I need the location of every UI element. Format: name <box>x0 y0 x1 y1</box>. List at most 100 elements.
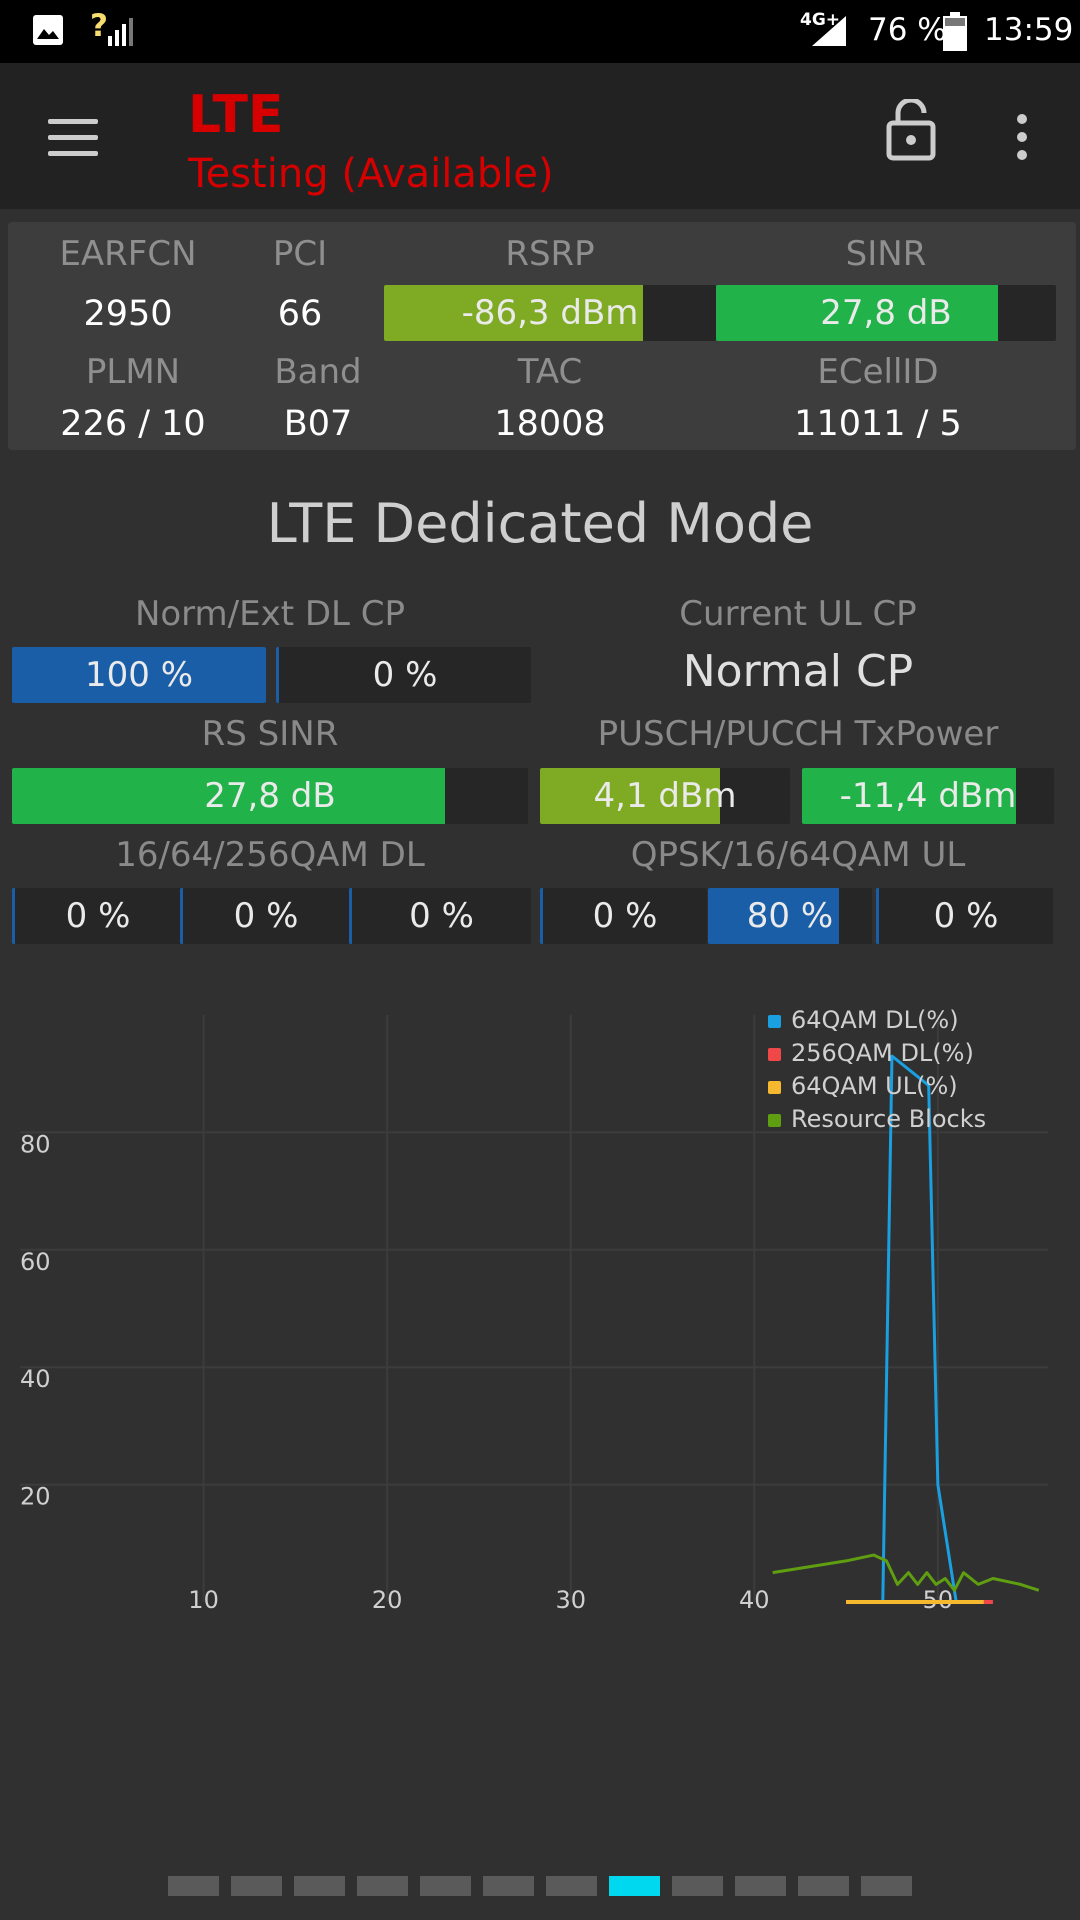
band-value: B07 <box>283 404 353 444</box>
chart-y-tick-label: 60 <box>20 1248 51 1276</box>
chart-legend-label: 64QAM UL(%) <box>791 1072 958 1100</box>
dl-cp-normal-fill <box>12 647 266 703</box>
app-bar: LTE Testing (Available) <box>0 63 1080 209</box>
rs-sinr-value: 27,8 dB <box>204 776 336 816</box>
page-dot[interactable] <box>546 1876 597 1896</box>
qam64-ul-value: 0 % <box>933 896 999 936</box>
network-type-label: 4G+ <box>800 10 841 30</box>
page-dot[interactable] <box>420 1876 471 1896</box>
battery-icon <box>943 12 967 51</box>
rsrp-bar-fill <box>384 285 643 341</box>
chart-x-tick-label: 10 <box>188 1586 219 1614</box>
page-dot[interactable] <box>357 1876 408 1896</box>
qam256-dl-bar: 0 % <box>349 888 531 944</box>
qam16-ul-bar: 80 % <box>708 888 872 944</box>
earfcn-label: EARFCN <box>59 234 197 274</box>
pucch-bar: -11,4 dBm <box>802 768 1054 824</box>
dl-cp-extended-value: 0 % <box>372 655 438 695</box>
pci-label: PCI <box>272 234 328 274</box>
rsrp-value: -86,3 dBm <box>461 293 639 333</box>
chart-x-tick-label: 20 <box>372 1586 403 1614</box>
page-dot[interactable] <box>483 1876 534 1896</box>
rsrp-bar: -86,3 dBm <box>384 285 716 341</box>
dl-cp-label: Norm/Ext DL CP <box>134 594 406 634</box>
chart-series-line-4 <box>772 1553 1040 1592</box>
ecellid-label: ECellID <box>817 352 939 392</box>
chart-x-tick-label: 30 <box>555 1586 586 1614</box>
qam16-dl-value: 0 % <box>65 896 131 936</box>
sinr-value: 27,8 dB <box>820 293 952 333</box>
chart-y-tick-label: 80 <box>20 1130 51 1158</box>
page-dot-active[interactable] <box>609 1876 660 1896</box>
pusch-fill <box>540 768 720 824</box>
chart-x-tick-label: 40 <box>739 1586 770 1614</box>
unknown-signal-icon: ? <box>90 8 108 44</box>
txpower-label: PUSCH/PUCCH TxPower <box>597 714 999 754</box>
lock-open-icon[interactable] <box>886 99 936 161</box>
rs-sinr-label: RS SINR <box>201 714 339 754</box>
page-dot[interactable] <box>798 1876 849 1896</box>
section-title: LTE Dedicated Mode <box>266 492 814 555</box>
ul-cp-label: Current UL CP <box>679 594 917 634</box>
sinr-bar-fill <box>716 285 999 341</box>
qam16-dl-bar: 0 % <box>12 888 181 944</box>
tac-value: 18008 <box>494 404 606 444</box>
page-dot[interactable] <box>861 1876 912 1896</box>
qpsk-ul-value: 0 % <box>592 896 658 936</box>
page-dot[interactable] <box>294 1876 345 1896</box>
pci-value: 66 <box>277 294 323 334</box>
app-title: LTE <box>188 85 284 145</box>
qam64-dl-value: 0 % <box>233 896 299 936</box>
battery-percent: 76 % <box>868 12 947 48</box>
chart-legend-swatch <box>768 1114 781 1127</box>
chart-series-line-1 <box>881 1054 966 1604</box>
pusch-value: 4,1 dBm <box>593 776 737 816</box>
chart-legend-swatch <box>768 1048 781 1061</box>
mobile-signal-icon <box>812 16 846 46</box>
app-subtitle: Testing (Available) <box>188 151 554 197</box>
cell-info-card: EARFCN 2950 PCI 66 RSRP -86,3 dBm SINR 2… <box>8 222 1076 450</box>
plmn-value: 226 / 10 <box>60 404 206 444</box>
dl-cp-normal-bar: 100 % <box>12 647 266 703</box>
pusch-bar: 4,1 dBm <box>540 768 790 824</box>
image-notification-icon <box>33 15 63 45</box>
band-label: Band <box>274 352 362 392</box>
dl-cp-normal-value: 100 % <box>84 655 193 695</box>
chart-legend-swatch <box>768 1015 781 1028</box>
rs-sinr-bar: 27,8 dB <box>12 768 528 824</box>
more-vert-icon[interactable] <box>1012 113 1032 161</box>
qpsk-ul-bar: 0 % <box>540 888 707 944</box>
qam16-ul-value: 80 % <box>746 896 834 936</box>
chart-legend-swatch <box>768 1081 781 1094</box>
page-dot[interactable] <box>231 1876 282 1896</box>
clock: 13:59 <box>984 12 1074 48</box>
qam64-dl-bar: 0 % <box>180 888 349 944</box>
chart-y-tick-label: 20 <box>20 1483 51 1511</box>
ecellid-value: 11011 / 5 <box>794 404 962 444</box>
qam256-dl-value: 0 % <box>409 896 474 936</box>
page-dot[interactable] <box>672 1876 723 1896</box>
pucch-fill <box>802 768 1017 824</box>
page-dot[interactable] <box>168 1876 219 1896</box>
chart-legend-label: Resource Blocks <box>791 1105 986 1133</box>
signal-bars-icon <box>108 18 133 46</box>
rsrp-label: RSRP <box>505 234 595 274</box>
qam16-ul-fill <box>708 888 840 944</box>
sinr-label: SINR <box>845 234 927 274</box>
hamburger-icon[interactable] <box>48 119 100 157</box>
earfcn-value: 2950 <box>83 294 173 334</box>
tac-label: TAC <box>517 352 583 392</box>
dl-cp-extended-bar: 0 % <box>276 647 531 703</box>
chart-y-tick-label: 40 <box>20 1365 51 1393</box>
qam64-ul-bar: 0 % <box>876 888 1053 944</box>
qam-dl-label: 16/64/256QAM DL <box>115 835 425 875</box>
status-bar: ? 4G+ 76 % 13:59 <box>0 0 1080 63</box>
sinr-bar: 27,8 dB <box>716 285 1056 341</box>
chart-legend-label: 64QAM DL(%) <box>791 1006 959 1034</box>
chart-legend-label: 256QAM DL(%) <box>791 1039 974 1067</box>
page-dot[interactable] <box>735 1876 786 1896</box>
plmn-label: PLMN <box>85 352 181 392</box>
pucch-value: -11,4 dBm <box>839 776 1017 816</box>
rs-sinr-fill <box>12 768 446 824</box>
